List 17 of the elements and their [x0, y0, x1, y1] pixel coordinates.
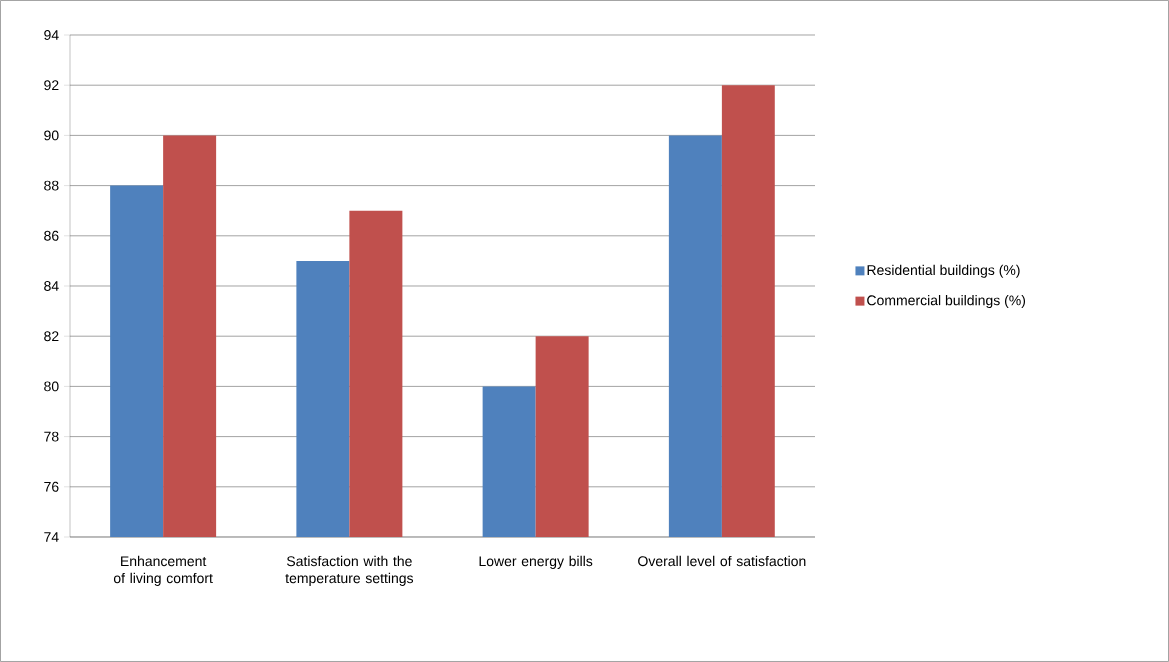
y-tick-label: 76 [44, 481, 59, 492]
y-tick-label: 94 [44, 30, 59, 40]
y-tick-label: 80 [44, 381, 59, 392]
y-tick-label: 88 [44, 180, 59, 191]
y-tick-label: 84 [44, 281, 59, 291]
x-tick-label: Satisfaction with the temperature settings [285, 555, 414, 586]
y-tick-label: 82 [44, 331, 59, 342]
y-tick-label: 90 [44, 130, 59, 141]
x-tick-label: Lower energy bills [479, 555, 593, 569]
legend-label: Commercial buildings (%) [867, 295, 1026, 309]
x-tick-label: Overall level of satisfaction [638, 555, 806, 567]
y-tick-label: 86 [44, 230, 59, 241]
y-tick-label: 92 [44, 80, 59, 91]
x-tick-label: Enhancement of living comfort [113, 555, 213, 586]
legend-label: Residential buildings (%) [867, 264, 1020, 278]
y-tick-label: 74 [44, 532, 59, 542]
y-tick-label: 78 [44, 431, 59, 442]
